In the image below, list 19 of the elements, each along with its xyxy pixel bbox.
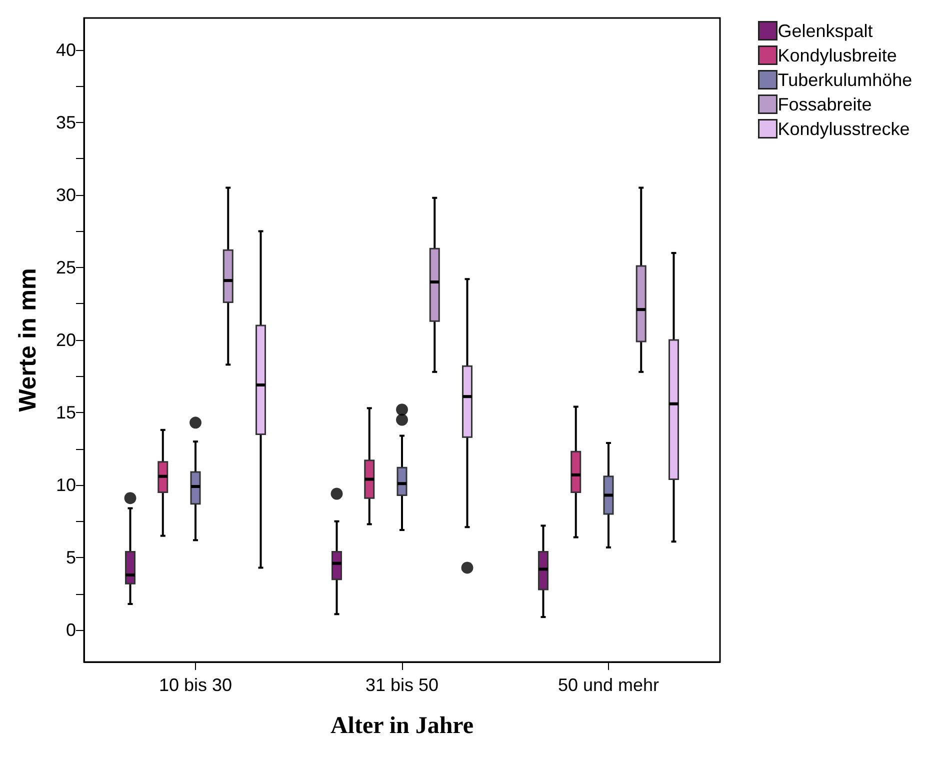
y-tick-label: 35	[56, 112, 76, 132]
legend-label: Kondylusbreite	[778, 45, 897, 66]
legend-label: Fossabreite	[778, 94, 872, 114]
x-tick-label: 10 bis 30	[158, 675, 232, 695]
y-axis-title: Werte in mm	[14, 268, 42, 412]
y-tick-label: 15	[56, 402, 76, 423]
legend-label: Kondylusstrecke	[778, 118, 910, 139]
legend-label: Tuberkulumhöhe	[778, 70, 912, 90]
x-axis-title: Alter in Jahre	[330, 713, 474, 739]
y-tick-label: 40	[56, 40, 76, 60]
y-tick-label: 10	[56, 475, 76, 496]
x-tick-label: 50 und mehr	[558, 675, 660, 695]
y-tick-label: 30	[56, 184, 76, 205]
y-tick-label: 25	[56, 257, 76, 278]
y-tick-label: 0	[66, 620, 76, 640]
x-tick-label: 31 bis 50	[365, 675, 439, 695]
y-tick-label: 5	[66, 548, 76, 568]
legend-label: Gelenkspalt	[778, 20, 873, 41]
y-tick-label: 20	[56, 330, 76, 350]
